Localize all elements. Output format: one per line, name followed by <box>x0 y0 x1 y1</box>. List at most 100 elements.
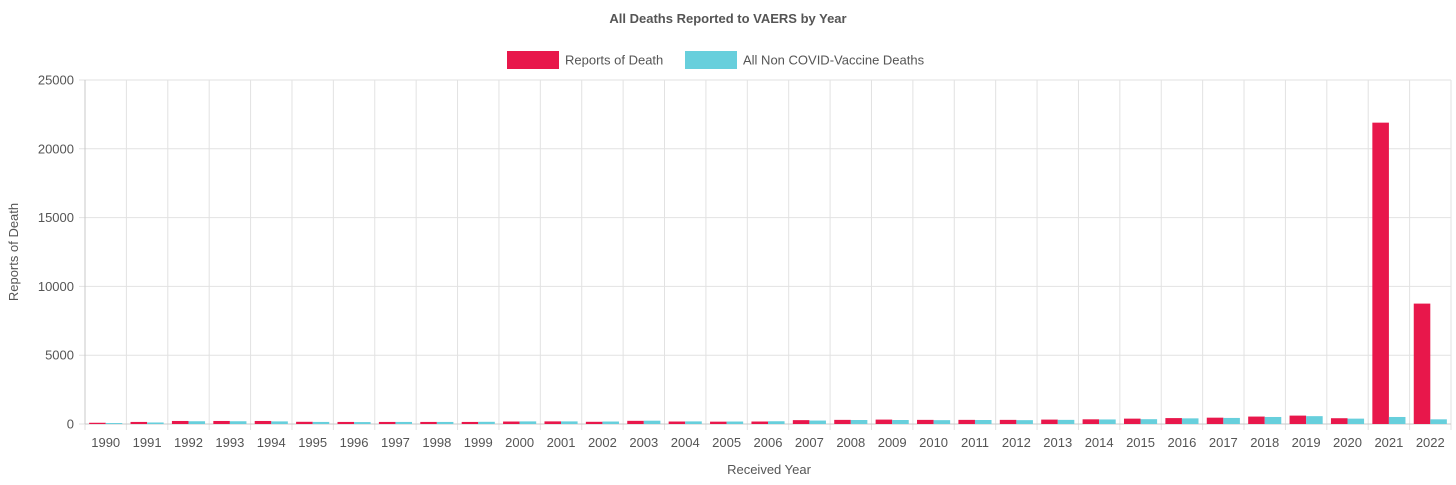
bar-reports-of-death-1998[interactable]: Reports of Death 1998: 150 <box>420 421 437 424</box>
bar-non-covid-deaths-2020[interactable]: All Non COVID-Vaccine Deaths 2020: 390 <box>1347 418 1365 424</box>
bar-non-covid-deaths-2000[interactable]: All Non COVID-Vaccine Deaths 2000: 190 <box>519 421 537 424</box>
bar-reports-of-death-1993[interactable]: Reports of Death 1993: 220 <box>213 420 230 424</box>
legend-swatch-reports-of-death[interactable] <box>507 51 559 69</box>
bar-non-covid-deaths-1998[interactable]: All Non COVID-Vaccine Deaths 1998: 150 <box>436 421 454 424</box>
bar-non-covid-deaths-1992[interactable]: All Non COVID-Vaccine Deaths 1992: 200 <box>188 421 206 424</box>
legend-label-reports-of-death[interactable]: Reports of Death <box>565 53 663 68</box>
bar-reports-of-death-2016[interactable]: Reports of Death 2016: 430 <box>1165 418 1182 424</box>
bar-reports-of-death-1996[interactable]: Reports of Death 1996: 150 <box>337 421 355 424</box>
bar-non-covid-deaths-1996[interactable]: All Non COVID-Vaccine Deaths 1996: 140 <box>354 422 371 424</box>
bar-reports-of-death-2005[interactable]: Reports of Death 2005: 170 <box>710 421 727 424</box>
bar-non-covid-deaths-2014[interactable]: All Non COVID-Vaccine Deaths 2014: 330 <box>1099 419 1116 424</box>
x-tick-label: 2014 <box>1085 435 1114 450</box>
x-tick-label: 2005 <box>712 435 741 450</box>
x-tick-label: 1996 <box>340 435 369 450</box>
bar-non-covid-deaths-2008[interactable]: All Non COVID-Vaccine Deaths 2008: 290 <box>850 420 868 424</box>
bar-non-covid-deaths-1994[interactable]: All Non COVID-Vaccine Deaths 1994: 190 <box>271 421 288 424</box>
bar-reports-of-death-2008[interactable]: Reports of Death 2008: 300 <box>834 419 851 424</box>
y-tick-label: 15000 <box>38 210 74 225</box>
legend-item-non-covid-deaths[interactable]: All Non COVID-Vaccine Deaths <box>685 51 925 69</box>
x-tick-label: 2007 <box>795 435 824 450</box>
x-axis-title: Received Year <box>727 462 812 477</box>
bar-non-covid-deaths-1995[interactable]: All Non COVID-Vaccine Deaths 1995: 150 <box>312 421 330 424</box>
bar-non-covid-deaths-2019[interactable]: All Non COVID-Vaccine Deaths 2019: 570 <box>1306 416 1323 424</box>
bar-non-covid-deaths-2004[interactable]: All Non COVID-Vaccine Deaths 2004: 190 <box>685 421 702 424</box>
x-tick-label: 1995 <box>298 435 327 450</box>
x-tick-label: 1991 <box>133 435 162 450</box>
bar-reports-of-death-2002[interactable]: Reports of Death 2002: 160 <box>585 421 603 424</box>
bar-reports-of-death-1994[interactable]: Reports of Death 1994: 220 <box>254 420 272 424</box>
y-axis-title: Reports of Death <box>6 203 21 301</box>
bar-reports-of-death-1999[interactable]: Reports of Death 1999: 150 <box>461 421 479 424</box>
bar-non-covid-deaths-2012[interactable]: All Non COVID-Vaccine Deaths 2012: 280 <box>1016 420 1033 424</box>
x-tick-label: 2012 <box>1002 435 1031 450</box>
x-tick-label: 2008 <box>836 435 865 450</box>
bar-reports-of-death-2013[interactable]: Reports of Death 2013: 320 <box>1041 419 1058 424</box>
bar-reports-of-death-2012[interactable]: Reports of Death 2012: 300 <box>999 419 1017 424</box>
bar-reports-of-death-2010[interactable]: Reports of Death 2010: 300 <box>917 419 934 424</box>
bar-non-covid-deaths-2010[interactable]: All Non COVID-Vaccine Deaths 2010: 280 <box>933 420 951 424</box>
x-tick-label: 2021 <box>1374 435 1403 450</box>
bar-non-covid-deaths-2006[interactable]: All Non COVID-Vaccine Deaths 2006: 200 <box>768 421 785 424</box>
bar-non-covid-deaths-2018[interactable]: All Non COVID-Vaccine Deaths 2018: 510 <box>1264 416 1282 424</box>
x-tick-label: 2000 <box>505 435 534 450</box>
bar-non-covid-deaths-2009[interactable]: All Non COVID-Vaccine Deaths 2009: 290 <box>892 420 909 424</box>
bar-non-covid-deaths-2022[interactable]: All Non COVID-Vaccine Deaths 2022: 340 <box>1430 419 1447 424</box>
bar-non-covid-deaths-1997[interactable]: All Non COVID-Vaccine Deaths 1997: 150 <box>395 421 413 424</box>
x-tick-label: 2006 <box>754 435 783 450</box>
bar-non-covid-deaths-2016[interactable]: All Non COVID-Vaccine Deaths 2016: 410 <box>1181 418 1199 424</box>
bar-reports-of-death-2022[interactable]: Reports of Death 2022: 8750 <box>1413 303 1431 424</box>
bar-reports-of-death-2020[interactable]: Reports of Death 2020: 420 <box>1330 418 1348 424</box>
bar-reports-of-death-2001[interactable]: Reports of Death 2001: 190 <box>544 421 562 424</box>
bar-reports-of-death-2006[interactable]: Reports of Death 2006: 180 <box>751 421 768 424</box>
bar-non-covid-deaths-2013[interactable]: All Non COVID-Vaccine Deaths 2013: 300 <box>1057 419 1075 424</box>
bar-non-covid-deaths-1990[interactable]: All Non COVID-Vaccine Deaths 1990: 70 <box>105 423 123 424</box>
legend-item-reports-of-death[interactable]: Reports of Death <box>507 51 663 69</box>
bar-reports-of-death-2011[interactable]: Reports of Death 2011: 300 <box>958 419 975 424</box>
legend-swatch-non-covid-deaths[interactable] <box>685 51 737 69</box>
x-tick-label: 2001 <box>547 435 576 450</box>
bar-reports-of-death-2009[interactable]: Reports of Death 2009: 320 <box>875 419 893 424</box>
x-tick-label: 1992 <box>174 435 203 450</box>
bar-non-covid-deaths-2017[interactable]: All Non COVID-Vaccine Deaths 2017: 440 <box>1223 417 1240 424</box>
bar-non-covid-deaths-2005[interactable]: All Non COVID-Vaccine Deaths 2005: 180 <box>726 421 744 424</box>
x-axis: 1990 1991 1992 1993 1994 1995 1996 1997 1998 1999… <box>91 435 1445 450</box>
x-tick-label: 2013 <box>1043 435 1072 450</box>
grid <box>79 79 1452 430</box>
bar-reports-of-death-2000[interactable]: Reports of Death 2000: 180 <box>503 421 520 424</box>
bar-reports-of-death-2021[interactable]: Reports of Death 2021: 21900 <box>1372 122 1389 424</box>
bar-non-covid-deaths-2011[interactable]: All Non COVID-Vaccine Deaths 2011: 290 <box>974 420 992 424</box>
bar-reports-of-death-1991[interactable]: Reports of Death 1991: 150 <box>130 421 148 424</box>
bar-non-covid-deaths-2021[interactable]: All Non COVID-Vaccine Deaths 2021: 510 <box>1388 416 1406 424</box>
bar-reports-of-death-2014[interactable]: Reports of Death 2014: 340 <box>1082 419 1100 424</box>
x-tick-label: 2020 <box>1333 435 1362 450</box>
bar-non-covid-deaths-2003[interactable]: All Non COVID-Vaccine Deaths 2003: 240 <box>643 420 661 424</box>
x-tick-label: 2009 <box>878 435 907 450</box>
bar-non-covid-deaths-2015[interactable]: All Non COVID-Vaccine Deaths 2015: 350 <box>1140 419 1158 424</box>
bar-non-covid-deaths-2007[interactable]: All Non COVID-Vaccine Deaths 2007: 250 <box>809 420 826 424</box>
bar-reports-of-death-1992[interactable]: Reports of Death 1992: 220 <box>171 420 189 424</box>
bar-reports-of-death-2003[interactable]: Reports of Death 2003: 230 <box>627 420 644 424</box>
bars: Reports of Death 1990: 90All Non COVID-V… <box>89 122 1447 424</box>
bar-reports-of-death-2018[interactable]: Reports of Death 2018: 540 <box>1248 416 1265 424</box>
bar-reports-of-death-1997[interactable]: Reports of Death 1997: 150 <box>378 421 396 424</box>
bar-reports-of-death-2007[interactable]: Reports of Death 2007: 280 <box>792 420 810 424</box>
bar-non-covid-deaths-1993[interactable]: All Non COVID-Vaccine Deaths 1993: 200 <box>229 421 247 424</box>
bar-reports-of-death-2017[interactable]: Reports of Death 2017: 460 <box>1206 417 1224 424</box>
bar-reports-of-death-1995[interactable]: Reports of Death 1995: 160 <box>296 421 313 424</box>
x-tick-label: 2017 <box>1209 435 1238 450</box>
bar-reports-of-death-2019[interactable]: Reports of Death 2019: 610 <box>1289 415 1307 424</box>
x-tick-label: 2018 <box>1250 435 1279 450</box>
bar-non-covid-deaths-2002[interactable]: All Non COVID-Vaccine Deaths 2002: 180 <box>602 421 619 424</box>
bar-non-covid-deaths-1991[interactable]: All Non COVID-Vaccine Deaths 1991: 110 <box>147 422 164 424</box>
bar-non-covid-deaths-2001[interactable]: All Non COVID-Vaccine Deaths 2001: 190 <box>561 421 578 424</box>
bar-reports-of-death-2004[interactable]: Reports of Death 2004: 180 <box>668 421 686 424</box>
x-tick-label: 2011 <box>961 435 989 450</box>
legend[interactable]: Reports of Death All Non COVID-Vaccine D… <box>507 51 925 69</box>
legend-label-non-covid-deaths[interactable]: All Non COVID-Vaccine Deaths <box>743 53 925 68</box>
x-tick-label: 1999 <box>464 435 493 450</box>
bar-reports-of-death-1990[interactable]: Reports of Death 1990: 90 <box>89 422 106 424</box>
bar-non-covid-deaths-1999[interactable]: All Non COVID-Vaccine Deaths 1999: 160 <box>478 421 495 424</box>
bar-reports-of-death-2015[interactable]: Reports of Death 2015: 390 <box>1123 418 1141 424</box>
